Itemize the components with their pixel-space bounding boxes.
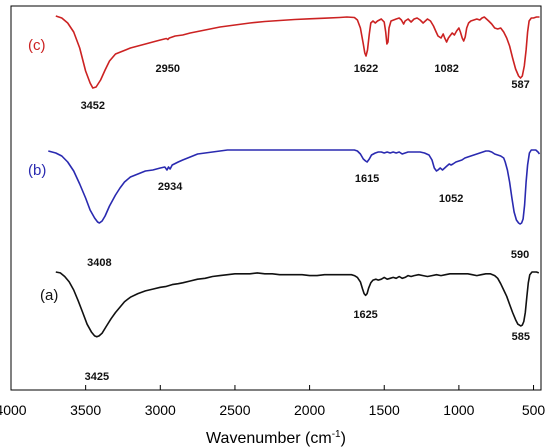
x-tick-label: 3000: [145, 402, 176, 418]
x-tick-label: 500: [522, 402, 546, 418]
peak-label: 2950: [156, 63, 180, 75]
x-axis-ticks: 4000 3500 3000 2500 2000 1500 1000 500: [0, 385, 545, 418]
x-tick-label: 1500: [369, 402, 400, 418]
series-line-1: [48, 149, 541, 225]
plot-frame: [10, 5, 542, 391]
series-label: (a): [40, 287, 58, 304]
series-label: (c): [28, 37, 46, 54]
peak-label: 1622: [354, 63, 378, 75]
x-tick-label: 2500: [219, 402, 250, 418]
series-line-2: [55, 271, 540, 338]
peak-label: 1082: [434, 63, 458, 75]
peak-label: 1052: [439, 193, 463, 205]
peak-label: 1625: [353, 309, 377, 321]
x-tick-label: 2000: [294, 402, 325, 418]
peak-label: 1615: [355, 173, 379, 185]
series-line-0: [55, 15, 540, 89]
peak-label: 3408: [87, 257, 111, 269]
x-tick-label: 4000: [0, 402, 27, 418]
x-tick-label: 1000: [443, 402, 474, 418]
peak-label: 587: [511, 79, 529, 91]
peak-label: 3425: [85, 371, 109, 383]
peak-label: 585: [512, 331, 530, 343]
peak-label: 590: [511, 249, 529, 261]
x-tick-label: 3500: [70, 402, 101, 418]
series-label: (b): [28, 162, 46, 179]
x-axis-title: Wavenumber (cm-1): [206, 429, 346, 447]
peak-label: 2934: [158, 181, 183, 193]
peak-label: 3452: [81, 100, 105, 112]
spectra-lines: (c) 3452 2950 1622 1082 587 (b) 3408 2934 1615 105…: [28, 15, 541, 383]
